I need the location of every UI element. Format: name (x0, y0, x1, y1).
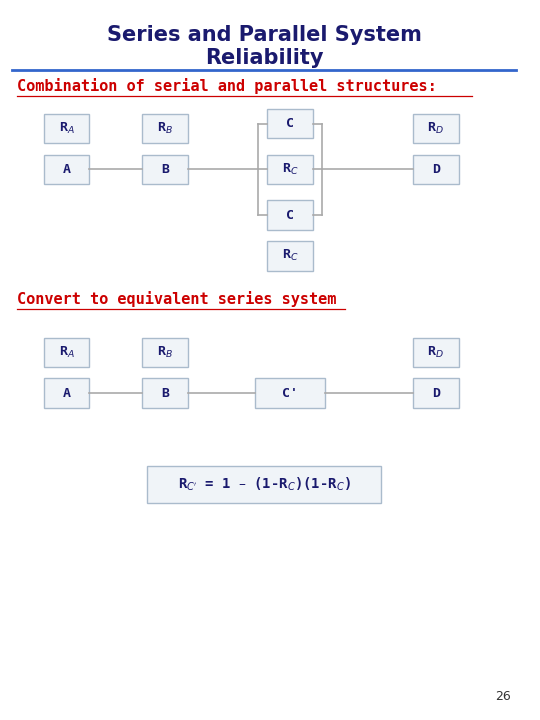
Text: R$_{C'}$ = 1 – (1-R$_C$)(1-R$_C$): R$_{C'}$ = 1 – (1-R$_C$)(1-R$_C$) (178, 476, 350, 493)
Text: D: D (431, 387, 440, 400)
Text: R$_D$: R$_D$ (427, 121, 444, 136)
FancyBboxPatch shape (413, 378, 458, 408)
FancyBboxPatch shape (413, 114, 458, 143)
Text: D: D (431, 163, 440, 176)
Text: R$_B$: R$_B$ (158, 121, 173, 136)
FancyBboxPatch shape (143, 155, 188, 184)
Text: Combination of serial and parallel structures:: Combination of serial and parallel struc… (17, 78, 437, 94)
Text: Convert to equivalent series system: Convert to equivalent series system (17, 292, 336, 307)
FancyBboxPatch shape (44, 378, 90, 408)
FancyBboxPatch shape (143, 114, 188, 143)
FancyBboxPatch shape (143, 338, 188, 367)
Text: C': C' (282, 387, 298, 400)
Text: A: A (63, 163, 71, 176)
FancyBboxPatch shape (44, 155, 90, 184)
Text: C: C (286, 209, 294, 222)
FancyBboxPatch shape (255, 378, 325, 408)
Text: 26: 26 (495, 690, 511, 703)
Text: B: B (161, 163, 170, 176)
FancyBboxPatch shape (147, 467, 381, 503)
Text: Series and Parallel System
Reliability: Series and Parallel System Reliability (107, 24, 422, 68)
FancyBboxPatch shape (143, 378, 188, 408)
Text: C: C (286, 117, 294, 130)
FancyBboxPatch shape (413, 155, 458, 184)
FancyBboxPatch shape (267, 241, 313, 271)
Text: R$_B$: R$_B$ (158, 345, 173, 360)
Text: R$_C$: R$_C$ (282, 162, 299, 177)
Text: A: A (63, 387, 71, 400)
FancyBboxPatch shape (413, 338, 458, 367)
FancyBboxPatch shape (267, 155, 313, 184)
FancyBboxPatch shape (44, 338, 90, 367)
Text: R$_A$: R$_A$ (59, 121, 75, 136)
Text: R$_C$: R$_C$ (282, 248, 299, 264)
Text: B: B (161, 387, 170, 400)
FancyBboxPatch shape (267, 109, 313, 138)
FancyBboxPatch shape (267, 200, 313, 230)
Text: R$_A$: R$_A$ (59, 345, 75, 360)
FancyBboxPatch shape (44, 114, 90, 143)
Text: R$_D$: R$_D$ (427, 345, 444, 360)
